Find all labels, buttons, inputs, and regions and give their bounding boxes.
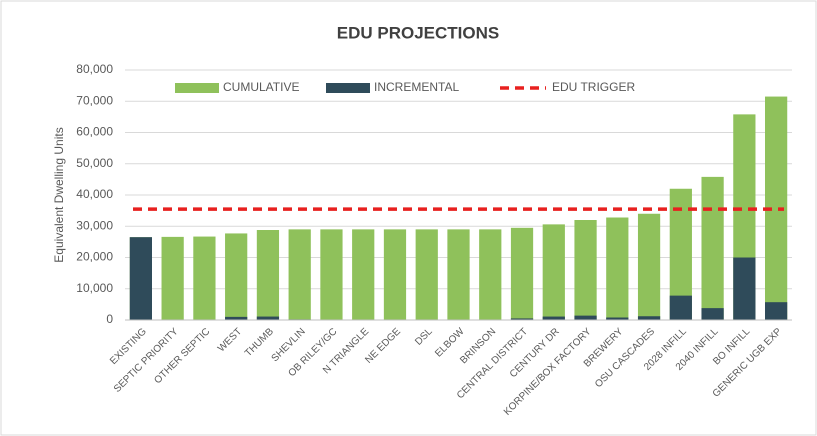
chart-title: EDU PROJECTIONS — [337, 23, 499, 42]
bar — [542, 316, 565, 320]
legend-label: INCREMENTAL — [374, 80, 459, 94]
y-tick-label: 20,000 — [76, 250, 113, 264]
bar — [574, 220, 597, 320]
bar — [606, 317, 629, 320]
bar — [288, 229, 311, 320]
bar — [701, 176, 724, 320]
bar — [256, 316, 280, 320]
bar — [606, 217, 629, 320]
bar — [161, 236, 184, 320]
y-tick-label: 60,000 — [76, 125, 113, 139]
y-tick-label: 10,000 — [76, 281, 113, 295]
y-tick-label: 50,000 — [76, 156, 113, 170]
bar — [129, 237, 152, 320]
bar — [669, 188, 692, 320]
bar — [479, 229, 502, 320]
legend-label: CUMULATIVE — [223, 80, 299, 94]
bar — [733, 257, 756, 320]
y-tick-label: 80,000 — [76, 62, 113, 76]
y-tick-label: 30,000 — [76, 218, 113, 232]
bar — [765, 96, 788, 320]
legend-swatch — [175, 83, 219, 93]
bar — [574, 315, 597, 320]
y-tick-label: 70,000 — [76, 93, 113, 107]
bar — [225, 316, 248, 320]
bar — [637, 316, 661, 320]
bar — [669, 295, 692, 320]
bar — [415, 229, 438, 320]
bar — [383, 229, 407, 320]
legend-swatch — [326, 83, 370, 93]
y-tick-label: 0 — [106, 312, 113, 326]
bar — [637, 213, 661, 320]
bar — [256, 230, 280, 320]
bar — [193, 236, 216, 320]
bar — [765, 302, 788, 320]
bar — [447, 229, 470, 320]
legend-label: EDU TRIGGER — [552, 80, 635, 94]
y-axis-label: Equivalent Dwelling Units — [52, 127, 66, 262]
y-tick-label: 40,000 — [76, 187, 113, 201]
bar — [542, 224, 565, 320]
bar — [352, 229, 375, 320]
bar — [225, 233, 248, 320]
bar — [510, 318, 534, 320]
bar — [320, 229, 343, 320]
bar — [701, 308, 724, 320]
bar — [510, 227, 534, 320]
